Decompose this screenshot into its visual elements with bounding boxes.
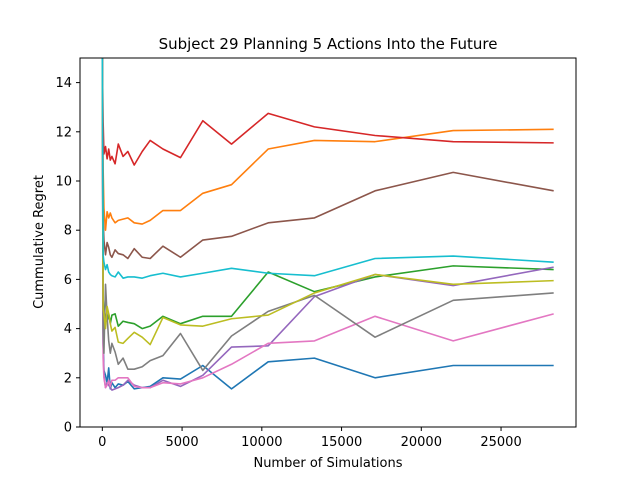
y-tick-label: 2: [64, 371, 72, 386]
line-series-9: [101, 58, 554, 346]
line-series-6: [101, 58, 554, 260]
x-tick-label: 15000: [321, 435, 362, 450]
y-axis: 0 2 4 6 8 10 12 14: [55, 76, 80, 436]
chart-title: Subject 29 Planning 5 Actions Into the F…: [159, 35, 498, 53]
line-series-10: [101, 58, 554, 279]
x-axis-label: Number of Simulations: [253, 456, 402, 471]
x-tick-label: 10000: [241, 435, 282, 450]
plot-frame: [79, 57, 577, 428]
line-series-2: [101, 58, 554, 231]
y-tick-label: 8: [64, 224, 72, 239]
y-axis-label: Cummulative Regret: [32, 175, 47, 309]
x-axis: 0 5000 10000 15000 20000 25000: [98, 427, 522, 450]
y-tick-label: 0: [64, 421, 72, 436]
y-tick-label: 14: [55, 76, 72, 91]
line-series-7: [101, 58, 554, 389]
y-tick-label: 6: [64, 273, 72, 288]
y-tick-label: 12: [55, 125, 72, 140]
y-tick-label: 4: [64, 322, 72, 337]
x-tick-label: 0: [98, 435, 106, 450]
line-series-1: [101, 58, 554, 390]
x-tick-label: 25000: [480, 435, 521, 450]
x-tick-label: 20000: [401, 435, 442, 450]
x-tick-label: 5000: [166, 435, 199, 450]
y-tick-label: 10: [55, 175, 72, 190]
series-group: [101, 58, 554, 391]
line-series-4: [101, 58, 554, 166]
